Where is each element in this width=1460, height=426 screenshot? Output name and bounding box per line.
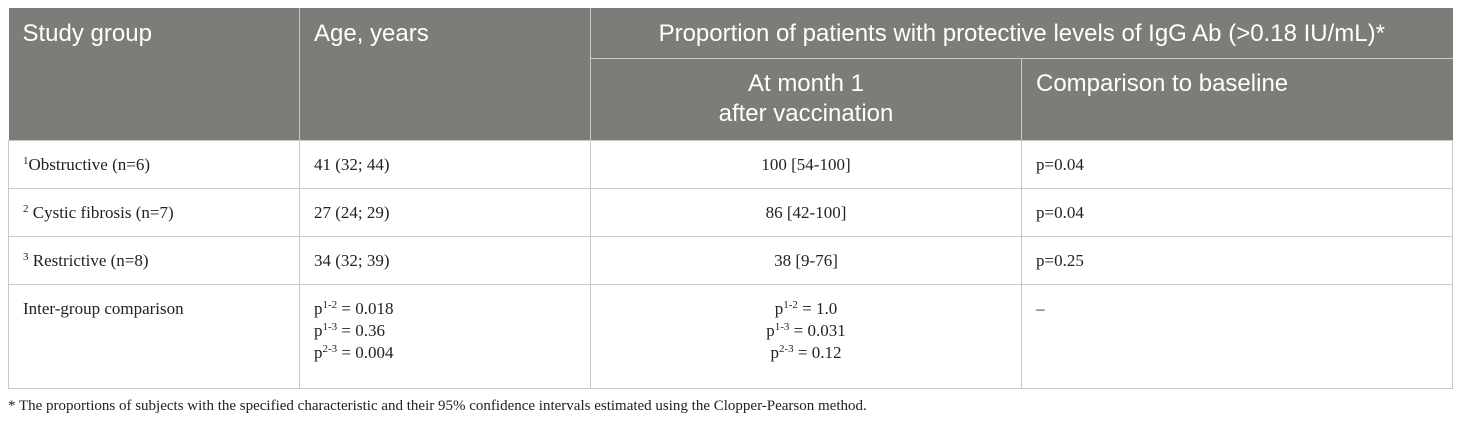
group-label: Obstructive (n=6)	[28, 154, 150, 174]
header-study-group: Study group	[8, 8, 300, 141]
pvalue-value: = 0.031	[789, 320, 846, 340]
cell-intergroup-month1: p1-2 = 1.0 p1-3 = 0.031 p2-3 = 0.12	[590, 283, 1022, 389]
pvalue-value: = 0.36	[337, 320, 386, 340]
pvalue-symbol: p	[766, 320, 775, 340]
group-superscript: 1	[23, 154, 29, 167]
pvalue-value: = 1.0	[797, 298, 838, 318]
cell-group: 1Obstructive (n=6)	[8, 139, 300, 189]
pvalue-line: p1-3 = 0.36	[314, 320, 576, 342]
group-superscript: 3	[23, 250, 29, 263]
cell-group: 2 Cystic fibrosis (n=7)	[8, 187, 300, 237]
header-month1-line1: At month 1	[747, 69, 865, 97]
pvalue-superscript: 1-2	[783, 298, 798, 311]
cell-baseline: p=0.04	[1021, 139, 1453, 189]
pvalue-line: p1-2 = 1.0	[605, 298, 1007, 320]
pvalue-symbol: p	[314, 320, 323, 340]
pvalue-symbol: p	[770, 342, 779, 362]
table-body: 1Obstructive (n=6) 41 (32; 44) 100 [54-1…	[8, 139, 1453, 389]
cell-age: 27 (24; 29)	[299, 187, 591, 237]
table-footnote: * The proportions of subjects with the s…	[8, 398, 867, 414]
cell-intergroup-label: Inter-group comparison	[8, 283, 300, 389]
header-month1: At month 1 after vaccination	[590, 57, 1022, 141]
pvalue-line: p2-3 = 0.004	[314, 342, 576, 364]
pvalue-symbol: p	[314, 298, 323, 318]
group-label: Restrictive (n=8)	[28, 250, 149, 270]
header-proportion: Proportion of patients with protective l…	[590, 8, 1453, 59]
pvalue-superscript: 2-3	[322, 342, 338, 355]
group-label: Cystic fibrosis (n=7)	[28, 202, 174, 222]
cell-month1: 100 [54-100]	[590, 139, 1022, 189]
table-row-intergroup: Inter-group comparison p1-2 = 0.018 p1-3…	[8, 283, 1453, 389]
cell-intergroup-baseline: –	[1021, 283, 1453, 389]
cell-intergroup-age: p1-2 = 0.018 p1-3 = 0.36 p2-3 = 0.004	[299, 283, 591, 389]
cell-age: 41 (32; 44)	[299, 139, 591, 189]
pvalue-symbol: p	[314, 342, 323, 362]
cell-group: 3 Restrictive (n=8)	[8, 235, 300, 285]
pvalue-superscript: 1-3	[774, 320, 790, 333]
cell-baseline: p=0.04	[1021, 187, 1453, 237]
table-row: 3 Restrictive (n=8) 34 (32; 39) 38 [9-76…	[8, 235, 1453, 285]
header-month1-line2: after vaccination	[718, 99, 894, 127]
pvalue-value: = 0.12	[793, 342, 842, 362]
pvalue-superscript: 1-3	[322, 320, 338, 333]
table-header: Study group Age, years Proportion of pat…	[8, 8, 1453, 141]
cell-baseline: p=0.25	[1021, 235, 1453, 285]
pvalue-symbol: p	[774, 298, 784, 318]
pvalue-value: = 0.018	[337, 298, 394, 318]
pvalue-value: = 0.004	[337, 342, 394, 362]
cell-age: 34 (32; 39)	[299, 235, 591, 285]
pvalue-superscript: 2-3	[778, 342, 794, 355]
pvalue-line: p2-3 = 0.12	[605, 342, 1007, 364]
cell-month1: 38 [9-76]	[590, 235, 1022, 285]
cell-month1: 86 [42-100]	[590, 187, 1022, 237]
table-row: 2 Cystic fibrosis (n=7) 27 (24; 29) 86 […	[8, 187, 1453, 237]
pvalue-superscript: 1-2	[322, 298, 338, 311]
table-row: 1Obstructive (n=6) 41 (32; 44) 100 [54-1…	[8, 139, 1453, 189]
results-table: Study group Age, years Proportion of pat…	[8, 8, 1453, 389]
group-superscript: 2	[23, 202, 29, 215]
header-age: Age, years	[299, 8, 591, 141]
header-comparison: Comparison to baseline	[1021, 57, 1453, 141]
pvalue-line: p1-2 = 0.018	[314, 298, 576, 320]
pvalue-line: p1-3 = 0.031	[605, 320, 1007, 342]
